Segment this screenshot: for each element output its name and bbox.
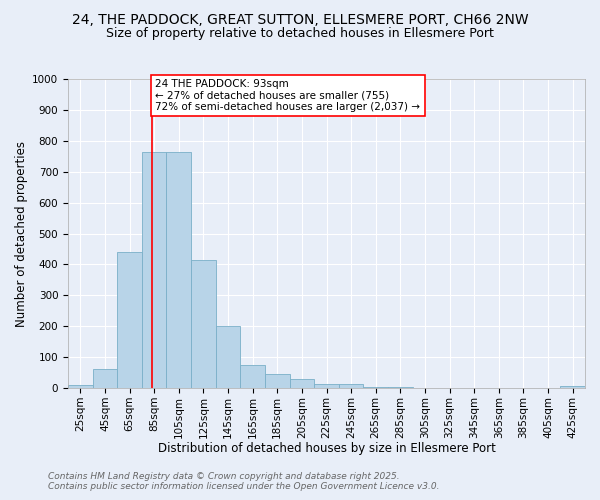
Bar: [191, 260, 216, 388]
Bar: [290, 380, 314, 388]
Bar: [339, 384, 364, 388]
Text: Contains HM Land Registry data © Crown copyright and database right 2025.: Contains HM Land Registry data © Crown c…: [48, 472, 400, 481]
Bar: [560, 386, 585, 388]
Bar: [241, 365, 265, 388]
Text: Size of property relative to detached houses in Ellesmere Port: Size of property relative to detached ho…: [106, 28, 494, 40]
Bar: [265, 374, 290, 388]
Text: Contains public sector information licensed under the Open Government Licence v3: Contains public sector information licen…: [48, 482, 439, 491]
Y-axis label: Number of detached properties: Number of detached properties: [15, 140, 28, 326]
Text: 24 THE PADDOCK: 93sqm
← 27% of detached houses are smaller (755)
72% of semi-det: 24 THE PADDOCK: 93sqm ← 27% of detached …: [155, 79, 421, 112]
Bar: [364, 386, 388, 388]
Bar: [314, 384, 339, 388]
Bar: [68, 385, 92, 388]
Bar: [92, 369, 117, 388]
Text: 24, THE PADDOCK, GREAT SUTTON, ELLESMERE PORT, CH66 2NW: 24, THE PADDOCK, GREAT SUTTON, ELLESMERE…: [71, 12, 529, 26]
Bar: [117, 252, 142, 388]
X-axis label: Distribution of detached houses by size in Ellesmere Port: Distribution of detached houses by size …: [158, 442, 496, 455]
Bar: [142, 152, 166, 388]
Bar: [388, 386, 413, 388]
Bar: [166, 152, 191, 388]
Bar: [216, 326, 241, 388]
